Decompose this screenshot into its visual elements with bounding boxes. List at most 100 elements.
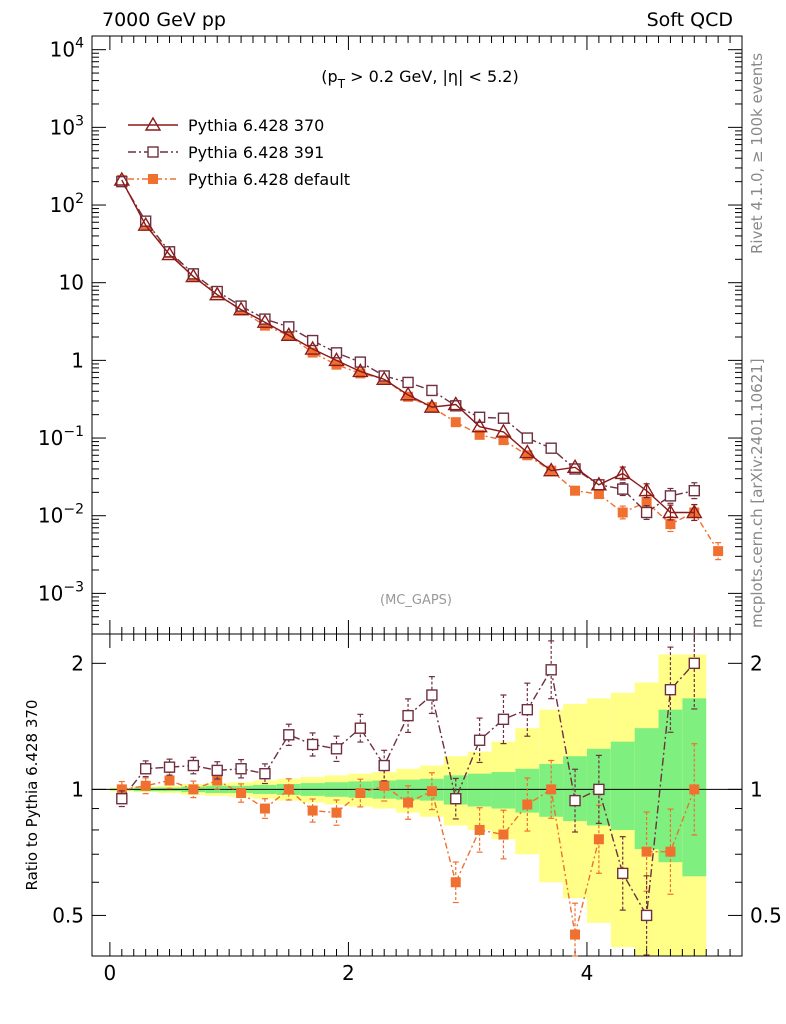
open-square-marker <box>187 759 200 772</box>
ratio-y-tick-label: 2 <box>71 651 84 675</box>
triangle-marker <box>495 423 512 438</box>
legend-label: Pythia 6.428 391 <box>188 143 324 162</box>
ratio-y-tick-label: 1 <box>71 777 84 801</box>
series-pythia-6-428-default <box>116 174 724 561</box>
open-square-marker <box>283 729 295 741</box>
triangle-marker <box>209 286 226 301</box>
open-square-marker <box>330 743 343 755</box>
header-energy-label: 7000 GeV pp <box>102 9 226 31</box>
open-square-marker <box>617 867 629 880</box>
series-pythia-6-428-default <box>116 743 700 957</box>
filled-square-marker <box>474 429 485 440</box>
triangle-marker <box>144 116 162 131</box>
triangle-marker <box>590 476 608 491</box>
filled-square-marker <box>259 803 270 814</box>
filled-square-marker <box>188 784 199 795</box>
filled-square-marker <box>307 347 318 358</box>
triangle-marker <box>232 301 250 316</box>
series-pythia-6-428-391 <box>116 175 700 520</box>
legend-label: Pythia 6.428 370 <box>188 116 324 135</box>
open-square-marker <box>283 321 295 333</box>
triangle-marker <box>542 462 560 477</box>
open-square-marker <box>235 763 247 775</box>
open-square-marker <box>664 683 677 696</box>
filled-square-marker <box>236 788 247 799</box>
ratio-y-tick-label-right: 2 <box>750 651 763 675</box>
filled-square-marker <box>593 489 604 500</box>
triangle-marker <box>638 482 655 497</box>
main-y-ticks <box>92 49 742 635</box>
open-square-marker <box>688 484 700 497</box>
open-square-marker <box>617 483 629 495</box>
open-square-marker <box>473 734 486 746</box>
open-square-marker <box>354 722 367 734</box>
triangle-marker <box>328 351 345 367</box>
inner-band-bin <box>563 756 587 822</box>
filled-square-marker <box>379 780 390 791</box>
open-square-marker <box>521 703 534 716</box>
open-square-marker <box>450 793 462 805</box>
y-tick-label: 10−2 <box>38 502 84 528</box>
filled-square-marker <box>283 784 294 795</box>
open-square-marker <box>306 738 319 751</box>
open-square-marker <box>259 768 271 780</box>
filled-square-marker <box>403 797 414 808</box>
analysis-annotation: (MC_GAPS) <box>380 593 452 608</box>
filled-square-marker <box>641 846 652 857</box>
filled-square-marker <box>140 780 151 791</box>
legend-label: Pythia 6.428 default <box>188 170 350 189</box>
filled-square-marker <box>355 788 366 799</box>
triangle-marker <box>280 326 298 342</box>
open-square-marker <box>354 356 367 368</box>
open-square-marker <box>426 689 438 701</box>
ratio-y-tick-label-right: 0.5 <box>750 903 782 927</box>
x-tick-label: 4 <box>581 961 594 985</box>
filled-square-marker <box>450 417 461 428</box>
y-tick-label: 10−1 <box>38 424 84 450</box>
open-square-marker <box>521 432 534 444</box>
filled-square-marker <box>307 805 318 816</box>
open-square-marker <box>497 412 510 424</box>
triangle-marker <box>423 398 441 413</box>
triangle-marker <box>471 418 488 433</box>
filled-square-marker <box>522 799 533 810</box>
open-square-marker <box>163 761 176 773</box>
open-square-marker <box>497 713 510 726</box>
open-square-marker <box>116 793 128 805</box>
filled-square-marker <box>546 784 557 795</box>
series-pythia-6-428-391 <box>116 633 700 956</box>
triangle-marker <box>519 444 536 459</box>
triangle-marker <box>113 171 131 186</box>
filled-square-marker <box>593 834 604 845</box>
filled-square-marker <box>689 784 700 795</box>
inner-band-bin <box>467 773 492 807</box>
open-square-marker <box>426 384 438 397</box>
triangle-marker <box>375 370 393 386</box>
filled-square-marker <box>148 174 158 184</box>
filled-square-marker <box>570 929 581 940</box>
open-square-marker <box>211 764 223 777</box>
filled-square-marker <box>498 829 509 840</box>
filled-square-marker <box>450 877 461 888</box>
inner-band-bin <box>634 728 659 850</box>
open-square-marker <box>545 442 557 454</box>
legend: Pythia 6.428 370 Pythia 6.428 391 Pythia 6… <box>128 116 350 189</box>
filled-square-marker <box>498 435 509 446</box>
triangle-marker <box>352 363 369 378</box>
open-square-marker <box>569 794 581 807</box>
triangle-marker <box>447 396 464 411</box>
triangle-marker <box>256 313 274 328</box>
y-tick-label: 10−3 <box>38 579 84 605</box>
triangle-marker <box>662 504 679 519</box>
open-square-marker <box>147 146 159 158</box>
filled-square-marker <box>331 807 342 818</box>
filled-square-marker <box>665 846 676 857</box>
open-square-marker <box>640 506 653 519</box>
triangle-marker <box>304 340 321 355</box>
open-square-marker <box>378 759 390 772</box>
triangle-marker <box>161 246 178 261</box>
triangle-marker <box>566 458 584 474</box>
filled-square-marker <box>474 824 485 835</box>
filled-square-marker <box>164 775 175 786</box>
y-tick-label: 104 <box>50 36 84 62</box>
